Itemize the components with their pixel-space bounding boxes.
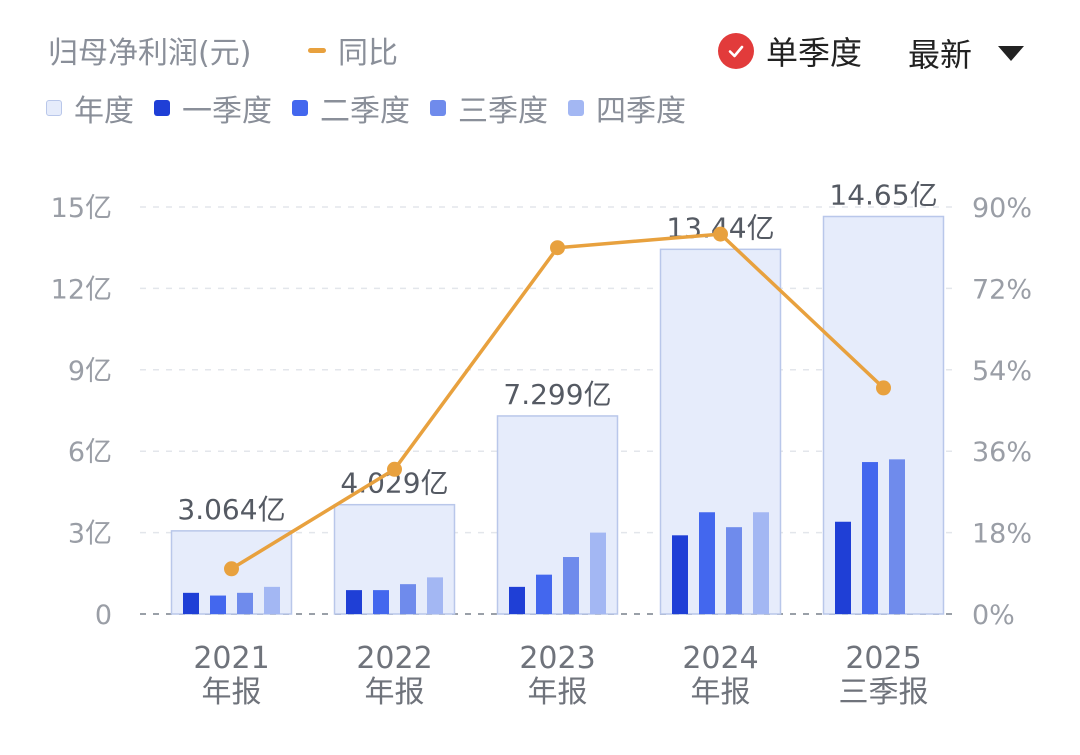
quarter-bar (862, 462, 878, 614)
y-right-tick-label: 90% (972, 193, 1032, 224)
period-dropdown-label: 最新 (908, 36, 973, 74)
yoy-point (224, 561, 239, 577)
quarter-bar (563, 557, 579, 614)
legend-item: 四季度 (568, 86, 686, 130)
x-tick-sublabel: 年报 (202, 675, 262, 710)
y-right-tick-label: 54% (972, 356, 1032, 387)
quarter-bar (373, 590, 389, 614)
y-left-tick-label: 12亿 (51, 274, 112, 305)
y-left-tick-label: 9亿 (68, 356, 112, 387)
legend-swatch (568, 100, 584, 116)
y-left-tick-label: 6亿 (68, 437, 112, 468)
y-left-tick-label: 3亿 (68, 519, 112, 550)
quarter-bar (590, 532, 606, 614)
y-right-tick-label: 36% (972, 437, 1032, 468)
quarter-bar (264, 586, 280, 614)
chevron-down-icon (998, 45, 1025, 61)
quarter-bar (726, 527, 742, 614)
chart-legend: 年度 一季度 二季度 三季度 四季度 (46, 86, 706, 130)
yoy-point (550, 240, 565, 256)
check-icon (718, 33, 754, 69)
single-quarter-toggle[interactable]: 单季度 (718, 28, 862, 74)
x-tick-label: 2021 (193, 641, 269, 676)
y-left-tick-label: 15亿 (51, 193, 112, 224)
quarter-bar (753, 512, 769, 614)
annual-value-label: 7.299亿 (503, 378, 611, 411)
x-tick-label: 2025 (845, 641, 921, 676)
quarter-bar (509, 586, 525, 614)
legend-item: 年度 (46, 86, 134, 130)
quarter-bar (400, 584, 416, 614)
period-dropdown[interactable]: 最新 (908, 30, 1025, 76)
x-tick-label: 2024 (682, 641, 758, 676)
yoy-point (876, 380, 891, 396)
y-right-tick-label: 0% (972, 600, 1015, 631)
y-left-tick-label: 0 (95, 600, 112, 631)
x-tick-label: 2022 (356, 641, 432, 676)
single-quarter-label: 单季度 (766, 34, 863, 72)
legend-item: 一季度 (154, 86, 272, 130)
yoy-legend-swatch (308, 47, 326, 53)
quarter-bar (536, 574, 552, 614)
yoy-legend-label: 同比 (338, 36, 398, 71)
legend-label: 二季度 (320, 94, 410, 129)
quarter-bar (672, 535, 688, 614)
quarter-bar (699, 512, 715, 614)
legend-label: 年度 (74, 94, 134, 129)
yoy-legend: 同比 (308, 28, 398, 72)
quarter-bar (835, 521, 851, 614)
quarter-bar (210, 595, 226, 614)
yoy-point (713, 226, 728, 242)
legend-label: 三季度 (458, 94, 548, 129)
quarter-bar (237, 592, 253, 614)
quarter-bar (346, 590, 362, 614)
x-tick-sublabel: 三季报 (839, 675, 929, 710)
legend-swatch (292, 100, 308, 116)
x-tick-sublabel: 年报 (365, 675, 425, 710)
annual-value-label: 14.65亿 (829, 178, 937, 211)
chart-title: 归母净利润(元) (48, 36, 252, 71)
quarter-bar (427, 577, 443, 614)
x-tick-sublabel: 年报 (528, 675, 588, 710)
legend-item: 二季度 (292, 86, 410, 130)
y-right-tick-label: 72% (972, 274, 1032, 305)
quarter-bar (889, 459, 905, 614)
legend-swatch (430, 100, 446, 116)
quarter-bar (183, 592, 199, 614)
legend-item: 三季度 (430, 86, 548, 130)
y-right-tick-label: 18% (972, 519, 1032, 550)
x-tick-label: 2023 (519, 641, 595, 676)
x-tick-sublabel: 年报 (691, 675, 751, 710)
annual-value-label: 3.064亿 (177, 493, 285, 526)
yoy-point (387, 461, 402, 477)
legend-label: 一季度 (182, 94, 272, 129)
legend-label: 四季度 (596, 94, 686, 129)
legend-swatch (46, 100, 62, 116)
legend-swatch (154, 100, 170, 116)
